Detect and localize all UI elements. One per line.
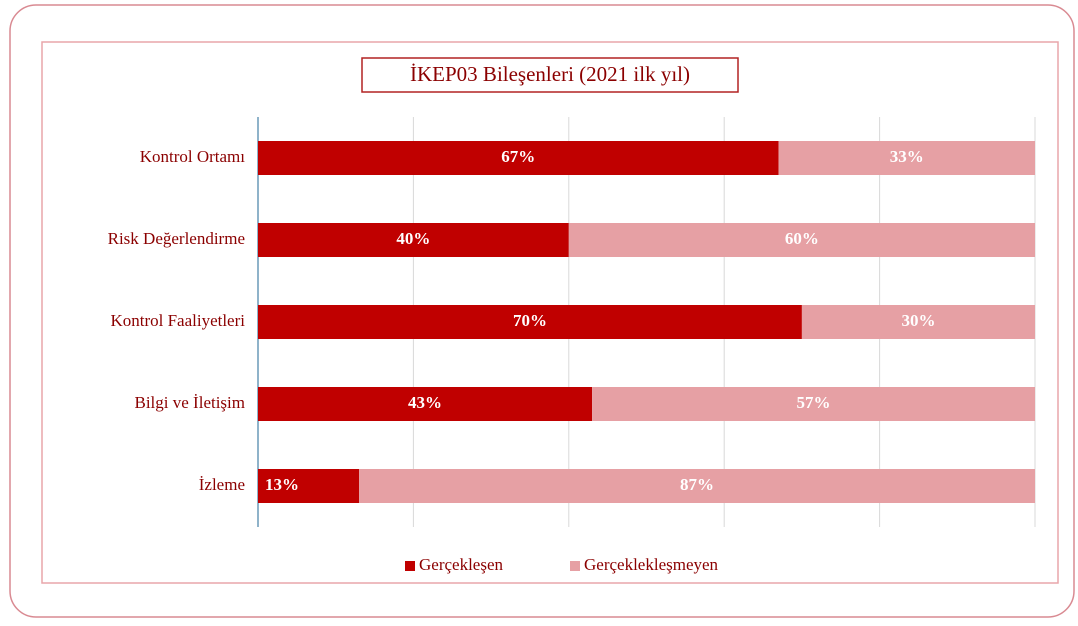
value-label: 40%	[396, 229, 430, 248]
category-label: Risk Değerlendirme	[108, 229, 245, 248]
bar-segment	[801, 305, 1035, 339]
bar-segment	[359, 469, 1035, 503]
category-label: İzleme	[199, 475, 245, 494]
legend-label: Gerçekleşen	[419, 555, 504, 574]
value-label: 70%	[513, 311, 547, 330]
value-label: 13%	[265, 475, 299, 494]
bar-segment	[258, 141, 779, 175]
value-label: 30%	[901, 311, 935, 330]
title-box	[361, 57, 739, 93]
value-label: 33%	[890, 147, 924, 166]
category-label: Bilgi ve İletişim	[135, 393, 246, 412]
bar-segment	[568, 223, 1035, 257]
category-label: Kontrol Ortamı	[140, 147, 246, 166]
value-label: 87%	[680, 475, 714, 494]
category-label: Kontrol Faaliyetleri	[110, 311, 245, 330]
value-label: 43%	[408, 393, 442, 412]
bar-segment	[592, 387, 1035, 421]
bar-segment	[258, 305, 802, 339]
bar-segment	[258, 469, 360, 503]
value-label: 57%	[797, 393, 831, 412]
value-label: 60%	[785, 229, 819, 248]
chart-title: İKEP03 Bileşenleri (2021 ilk yıl)	[410, 62, 690, 86]
legend-label: Gerçeklekleşmeyen	[584, 555, 719, 574]
bar-segment	[258, 223, 569, 257]
bar-segment	[258, 387, 593, 421]
value-label: 67%	[501, 147, 535, 166]
legend-swatch	[570, 561, 580, 571]
legend-swatch	[405, 561, 415, 571]
bar-segment	[778, 141, 1035, 175]
